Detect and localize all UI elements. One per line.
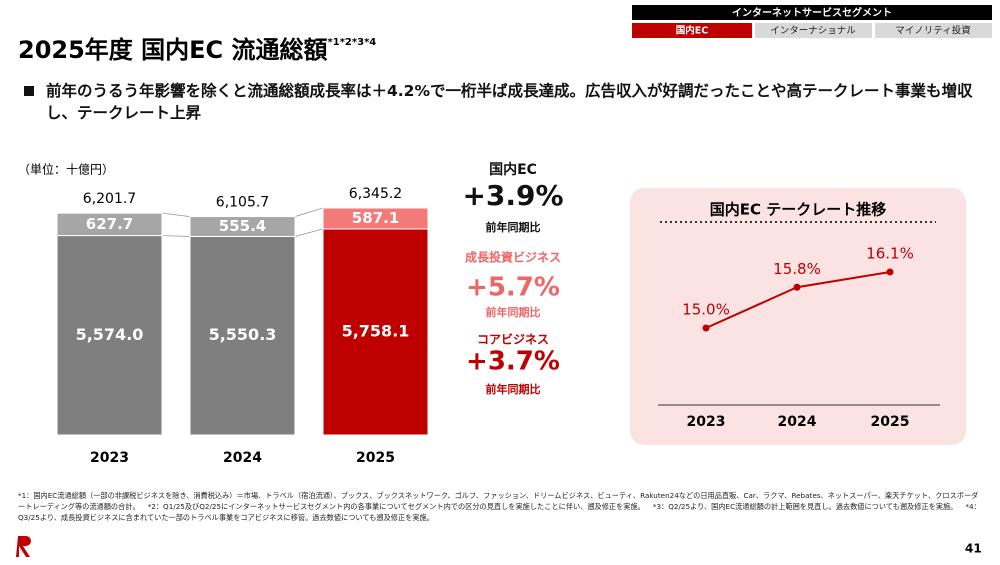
stat-label: 国内EC bbox=[489, 161, 537, 178]
x-tick-label: 2023 bbox=[90, 450, 129, 466]
point-label: 15.8% bbox=[773, 260, 821, 278]
tab[interactable] bbox=[755, 23, 872, 38]
point bbox=[793, 283, 801, 291]
tab-label[interactable]: インターナショナル bbox=[770, 26, 856, 37]
line-panel bbox=[630, 188, 966, 445]
footnotes: *1：国内EC流通総額（一部の非課税ビジネスを除き、消費税込み）＝市場、トラベル… bbox=[18, 490, 983, 523]
point bbox=[886, 268, 894, 276]
bullet bbox=[24, 86, 34, 96]
bar-value-label: 5,758.1 bbox=[342, 322, 410, 341]
bar-value-label: 587.1 bbox=[352, 209, 399, 227]
stat-sub: 前年同期比 bbox=[486, 220, 541, 234]
segment-bar bbox=[632, 5, 992, 20]
connector bbox=[161, 212, 191, 237]
tab-label[interactable]: マイノリティ投資 bbox=[895, 25, 970, 37]
unit-label: （単位：十億円） bbox=[18, 162, 114, 177]
x-tick-label: 2023 bbox=[687, 414, 726, 430]
bar-segment bbox=[189, 216, 296, 237]
bar-value-label: 555.4 bbox=[219, 217, 266, 235]
total-label: 6,105.7 bbox=[216, 195, 269, 211]
title-note: *1*2*3*4 bbox=[328, 37, 377, 48]
connector bbox=[294, 207, 324, 237]
point bbox=[702, 324, 710, 332]
footnote: *4：Q3/25より、成長投資ビジネスに含まれていた一部のトラベル事業をコアビジ… bbox=[18, 502, 981, 522]
total-label: 6,345.2 bbox=[349, 186, 402, 202]
line-title: 国内EC テークレート推移 bbox=[710, 201, 886, 219]
bar-segment bbox=[189, 235, 296, 436]
bar-value-label: 5,574.0 bbox=[76, 325, 144, 344]
tab[interactable] bbox=[632, 23, 752, 38]
bar-segment bbox=[322, 207, 429, 230]
point-label: 15.0% bbox=[682, 301, 730, 319]
stat-label: コアビジネス bbox=[477, 332, 549, 347]
footnote: *1：国内EC流通総額（一部の非課税ビジネスを除き、消費税込み）＝市場、トラベル… bbox=[18, 491, 979, 511]
x-tick-label: 2024 bbox=[778, 414, 817, 430]
footnote: *3：Q2/25より、国内EC流通総額の計上範囲を見直し。過去数値についても遡及… bbox=[652, 502, 958, 511]
x-tick-label: 2025 bbox=[871, 414, 910, 430]
bar-value-label: 5,550.3 bbox=[209, 325, 277, 344]
tab[interactable] bbox=[875, 23, 992, 38]
point-label: 16.1% bbox=[866, 245, 914, 263]
bar-segment bbox=[56, 212, 163, 237]
stat-label: 成長投資ビジネス bbox=[465, 250, 561, 265]
x-tick-label: 2024 bbox=[223, 450, 262, 466]
page-number: 41 bbox=[965, 542, 982, 556]
bar-segment bbox=[56, 235, 163, 436]
footnote: *2：Q1/25及びQ2/25にインターネットサービスセグメント内の各事業につい… bbox=[147, 502, 645, 511]
bar-value-label: 627.7 bbox=[86, 215, 133, 233]
stat-sub: 前年同期比 bbox=[486, 382, 541, 396]
stat-sub: 前年同期比 bbox=[486, 305, 541, 319]
stat-value: +3.9% bbox=[462, 179, 563, 212]
lead-text: 前年のうるう年影響を除くと流通総額成長率は＋4.2%で一桁半ば成長達成。広告収入… bbox=[46, 82, 973, 122]
total-label: 6,201.7 bbox=[83, 191, 136, 207]
logo bbox=[16, 536, 31, 557]
stat-value: +5.7% bbox=[466, 273, 560, 303]
segment-label: インターネットサービスセグメント bbox=[732, 6, 892, 19]
title: 2025年度 国内EC 流通総額*1*2*3*4 bbox=[18, 36, 376, 64]
title-text: 2025年度 国内EC 流通総額 bbox=[18, 36, 328, 64]
stat-value: +3.7% bbox=[466, 347, 560, 377]
x-tick-label: 2025 bbox=[356, 450, 395, 466]
tab-label[interactable]: 国内EC bbox=[676, 25, 708, 37]
bar-segment bbox=[322, 228, 429, 436]
